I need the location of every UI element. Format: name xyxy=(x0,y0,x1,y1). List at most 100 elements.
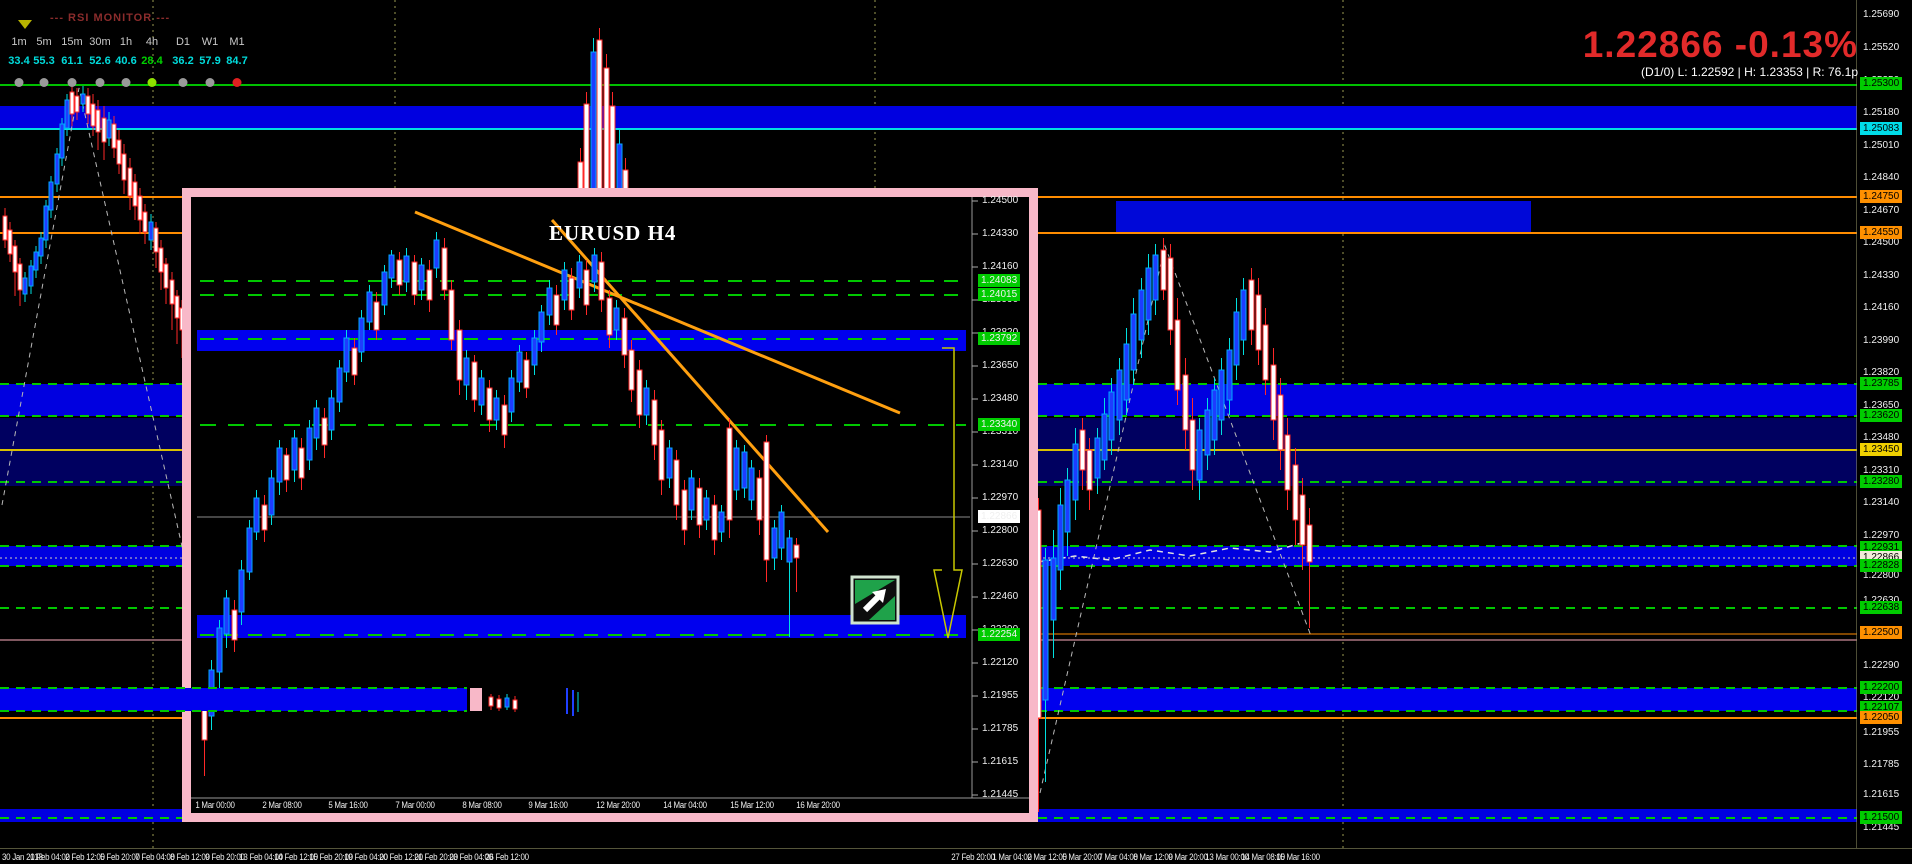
time-axis-label: 23 Feb 04:00 xyxy=(449,852,493,862)
rsi-timeframe-label[interactable]: 1m xyxy=(11,36,27,48)
price-level-label: 1.25083 xyxy=(1860,122,1903,135)
candle-body xyxy=(1248,279,1255,331)
rsi-value: 33.4 xyxy=(8,55,30,67)
rsi-timeframe-label[interactable]: 1h xyxy=(119,36,133,48)
price-axis-label: 1.24160 xyxy=(1863,302,1900,313)
candle-body xyxy=(2,215,8,241)
price-level-label: 1.22638 xyxy=(1860,601,1903,614)
rsi-timeframe-label[interactable]: 4h xyxy=(145,36,159,48)
candle-body xyxy=(388,254,395,279)
candle-body xyxy=(95,109,101,133)
candle-body xyxy=(711,504,718,541)
candle-body xyxy=(603,67,610,191)
candle-body xyxy=(238,569,245,613)
candle-body xyxy=(169,279,175,305)
inset-price-label: 1.22630 xyxy=(982,558,1019,569)
price-level-label: 1.22828 xyxy=(1860,559,1903,572)
candle-body xyxy=(448,289,455,341)
candle-body xyxy=(1218,369,1225,421)
candle-body xyxy=(321,417,328,446)
zone-band xyxy=(0,546,188,566)
trend-line xyxy=(414,210,901,415)
rsi-status-dot xyxy=(95,78,105,87)
rsi-timeframe-label[interactable]: M1 xyxy=(229,36,245,48)
price-level-label: 1.22050 xyxy=(1860,711,1903,724)
candle-body xyxy=(696,487,703,526)
candle-body xyxy=(142,211,148,233)
time-axis-label: 27 Feb 20:00 xyxy=(951,852,995,862)
candle-body xyxy=(153,227,159,253)
candle-body xyxy=(1116,369,1123,421)
candle-body xyxy=(253,497,260,533)
candle-body xyxy=(793,544,800,559)
candle-body xyxy=(1145,267,1152,321)
candle-body xyxy=(358,317,365,353)
price-axis-label: 1.23650 xyxy=(1863,400,1900,411)
inset-price-label: 1.21785 xyxy=(982,723,1019,734)
price-axis[interactable]: 1.256901.255201.253501.251801.250101.248… xyxy=(1857,0,1912,848)
rsi-timeframe-label[interactable]: D1 xyxy=(175,36,191,48)
candle-body xyxy=(748,467,755,501)
time-axis-label: 15 Feb 20:00 xyxy=(309,852,353,862)
candle-body xyxy=(1306,524,1313,563)
candle-body xyxy=(1182,374,1189,431)
inset-time-label: 12 Mar 20:00 xyxy=(596,800,640,810)
candle-body xyxy=(268,477,275,516)
price-axis-label: 1.22290 xyxy=(1863,660,1900,671)
time-axis[interactable]: 30 Jan 2018 1 Feb 04:00 2 Feb 12:00 5 Feb 2… xyxy=(0,848,1912,864)
zone-band xyxy=(0,384,188,416)
rsi-timeframe-label[interactable]: 5m xyxy=(36,36,52,48)
candle-body xyxy=(116,139,122,165)
inset-price-label: 1.24083 xyxy=(978,274,1021,287)
down-arrow-annotation xyxy=(933,347,963,639)
rsi-timeframe-label[interactable]: 30m xyxy=(89,36,111,48)
candle-body xyxy=(1130,313,1137,371)
candle-body xyxy=(1057,504,1064,571)
candle-body xyxy=(12,245,18,273)
candle-body xyxy=(1174,319,1181,391)
candle-body xyxy=(553,294,560,326)
rsi-status-dot xyxy=(14,78,24,87)
candle-body xyxy=(313,407,320,439)
candle-body xyxy=(786,537,793,563)
price-level-label: 1.22931 xyxy=(1860,541,1903,554)
candle-body xyxy=(381,271,388,306)
zigzag-line xyxy=(1039,244,1312,794)
time-axis-label: 1 Mar 04:00 xyxy=(992,852,1032,862)
inset-time-label: 8 Mar 08:00 xyxy=(462,800,502,810)
candle-body xyxy=(1079,429,1086,471)
candle-body xyxy=(718,511,725,533)
inset-time-label: 5 Mar 16:00 xyxy=(328,800,368,810)
price-axis-label: 1.22800 xyxy=(1863,570,1900,581)
time-axis-label: 30 Jan 2018 xyxy=(2,852,43,862)
inset-price-label: 1.21955 xyxy=(982,690,1019,701)
candle-body xyxy=(583,269,590,306)
chevron-down-icon[interactable] xyxy=(18,20,32,29)
inset-price-label: 1.24160 xyxy=(982,261,1019,272)
price-axis-label: 1.21955 xyxy=(1863,727,1900,738)
candle-body xyxy=(148,221,154,241)
rsi-timeframe-label[interactable]: W1 xyxy=(201,36,219,48)
price-axis-label: 1.25690 xyxy=(1863,9,1900,20)
rsi-timeframe-label[interactable]: 15m xyxy=(61,36,83,48)
inset-price-label: 1.23340 xyxy=(978,418,1021,431)
expand-arrow-icon[interactable] xyxy=(850,575,900,625)
candle-body xyxy=(336,367,343,403)
price-axis-label: 1.22120 xyxy=(1863,692,1900,703)
time-axis-label: 21 Feb 20:00 xyxy=(414,852,458,862)
inset-price-label: 1.23792 xyxy=(978,332,1021,345)
price-axis-label: 1.23990 xyxy=(1863,335,1900,346)
inset-price-label: 1.23650 xyxy=(982,360,1019,371)
zigzag-line xyxy=(1,87,189,574)
candle-body xyxy=(516,351,523,383)
candle-body xyxy=(366,291,373,323)
candle-body xyxy=(158,247,164,273)
candle-body xyxy=(1042,559,1049,701)
candle-body xyxy=(1292,464,1299,521)
price-axis-label: 1.22630 xyxy=(1863,594,1899,607)
candle-body xyxy=(33,251,39,271)
time-axis-label: 14 Feb 12:00 xyxy=(274,852,318,862)
price-level-label: 1.23785 xyxy=(1860,377,1903,390)
candle-body xyxy=(1284,434,1291,491)
